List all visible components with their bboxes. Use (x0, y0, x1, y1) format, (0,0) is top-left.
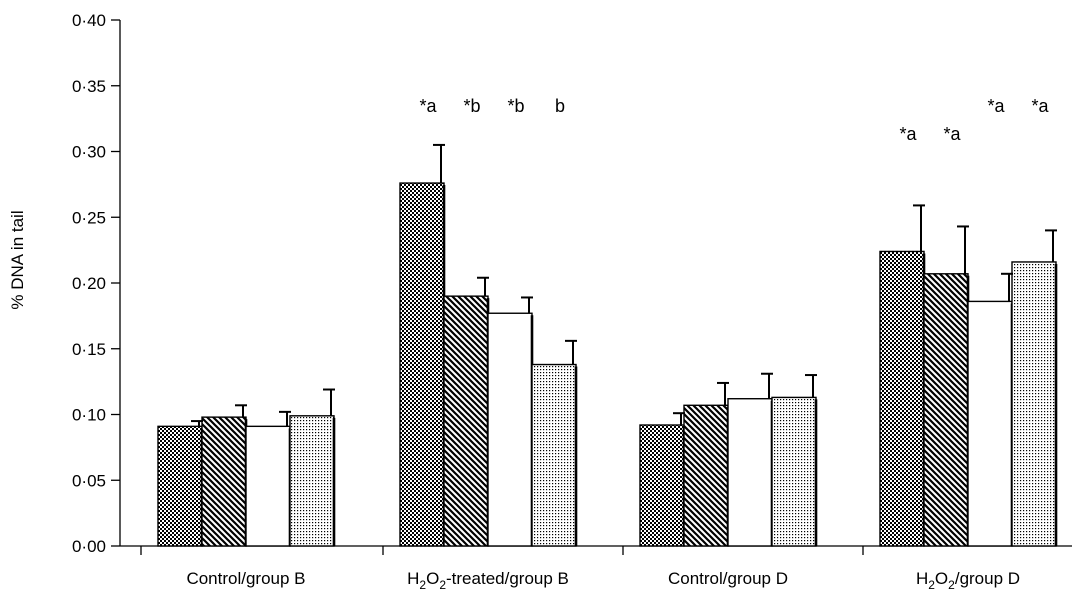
y-tick-label: 0·10 (72, 406, 106, 425)
significance-label: *b (507, 96, 524, 116)
y-tick-label: 0·25 (72, 208, 106, 227)
significance-label: *a (419, 96, 437, 116)
significance-label: b (555, 96, 565, 116)
bar (639, 424, 685, 547)
bar (201, 416, 247, 547)
error-bars (191, 143, 1057, 427)
significance-label: *a (943, 124, 961, 144)
category-labels: Control/group B H2O2-treated/group B Contr… (140, 546, 1020, 590)
y-tick-label: 0·15 (72, 340, 106, 359)
bar (531, 363, 577, 547)
bar (727, 398, 773, 547)
y-tick-label: 0·35 (72, 77, 106, 96)
bar (245, 425, 291, 547)
bar (289, 415, 335, 547)
bar (683, 404, 729, 547)
y-axis-label: % DNA in tail (8, 210, 27, 309)
y-tick-label: 0·40 (72, 11, 106, 30)
category-label: Control/group D (668, 569, 788, 588)
bar (771, 396, 817, 547)
bar (923, 273, 969, 547)
y-tick-label: 0·00 (72, 537, 106, 556)
category-label: Control/group B (186, 569, 305, 588)
bar (399, 182, 445, 547)
significance-label: *a (987, 96, 1005, 116)
bar (157, 425, 203, 547)
significance-label: *a (1031, 96, 1049, 116)
significance-label: *b (463, 96, 480, 116)
category-label: H2O2/group D (916, 569, 1020, 590)
y-tick-label: 0·05 (72, 471, 106, 490)
bar (879, 250, 925, 547)
bar (967, 300, 1013, 547)
bars (157, 182, 1058, 547)
y-tick-label: 0·30 (72, 143, 106, 162)
bar (487, 312, 533, 547)
y-ticks: 0·00 0·05 0·10 0·15 0·20 0·25 0·30 0·35 0·40 (72, 11, 120, 556)
bar (443, 295, 489, 547)
annotations: *a *a *b *a *b *a b *a (419, 96, 1049, 144)
y-tick-label: 0·20 (72, 274, 106, 293)
significance-label: *a (899, 124, 917, 144)
bar (1011, 261, 1057, 547)
category-label: H2O2-treated/group B (407, 569, 569, 590)
